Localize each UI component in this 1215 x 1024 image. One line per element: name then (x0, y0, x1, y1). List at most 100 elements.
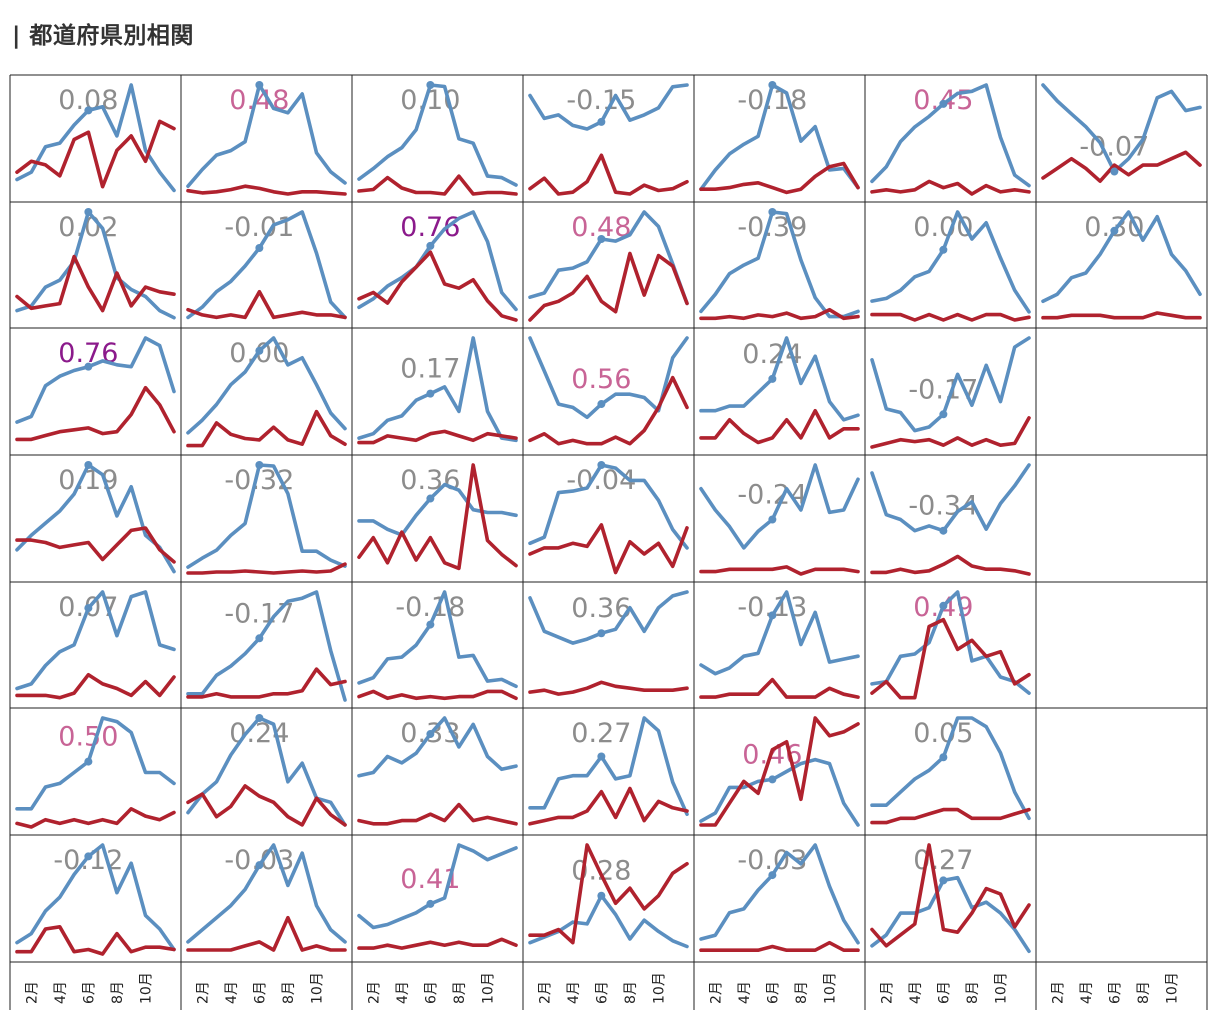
month-tick-label: 4月 (224, 981, 240, 1004)
month-tick-label: 4月 (737, 981, 753, 1004)
month-tick-label: 6月 (423, 981, 439, 1004)
month-tick-label: 4月 (908, 981, 924, 1004)
cell-r3-c6: -0.17 (870, 336, 1031, 449)
blue-point-marker (84, 461, 93, 469)
correlation-label: -0.18 (395, 592, 465, 623)
cell-r6-c3: 0.33 (357, 716, 518, 826)
correlation-label: 0.17 (400, 354, 460, 385)
cell-r1-c1: 0.08 (15, 83, 176, 193)
red-series-line (699, 307, 860, 321)
red-series-line (15, 254, 176, 313)
month-tick-label: 2月 (708, 981, 724, 1004)
cell-r6-c2: 0.24 (186, 714, 347, 827)
month-tick-label: 10月 (1164, 972, 1180, 1004)
cell-r5-c3: -0.18 (357, 590, 518, 701)
cell-r5-c2: -0.17 (186, 590, 347, 702)
red-series-line (15, 924, 176, 956)
blue-series-line (1041, 83, 1202, 174)
month-tick-label: 2月 (195, 981, 211, 1004)
cell-r3-c2: 0.00 (186, 336, 347, 448)
blue-point-marker (426, 81, 435, 89)
blue-series-line (357, 210, 518, 312)
month-tick-label: 10月 (993, 972, 1009, 1004)
blue-series-line (528, 716, 689, 817)
red-series-line (186, 915, 347, 952)
blue-point-marker (426, 494, 435, 503)
blue-series-line (15, 336, 176, 424)
cell-r2-c7: 0.30 (1041, 210, 1202, 320)
correlation-label: 0.76 (400, 212, 460, 243)
red-series-line (357, 802, 518, 826)
blue-series-line (699, 463, 860, 550)
cell-r1-c6: 0.45 (870, 83, 1031, 196)
month-tick-label: 2月 (537, 981, 553, 1004)
red-series-line (186, 184, 347, 196)
red-series-line (15, 385, 176, 442)
blue-point-marker (426, 899, 435, 908)
month-tick-label: 10月 (309, 972, 325, 1004)
cell-r4-c4: -0.04 (528, 461, 689, 575)
blue-series-line (870, 463, 1031, 533)
blue-series-line (699, 336, 860, 422)
month-tick-label: 10月 (822, 972, 838, 1004)
blue-series-line (699, 210, 860, 319)
month-tick-label: 10月 (138, 972, 154, 1004)
cell-r2-c1: 0.02 (15, 208, 176, 320)
red-series-line (15, 119, 176, 189)
blue-series-line (528, 83, 689, 131)
blue-point-marker (84, 852, 93, 861)
blue-point-marker (597, 461, 606, 469)
blue-point-marker (255, 346, 264, 355)
correlation-label: 0.27 (913, 845, 973, 876)
red-series-line (357, 463, 518, 571)
blue-series-line (870, 210, 1031, 314)
cell-r4-c5: -0.24 (699, 463, 860, 576)
blue-series-line (528, 210, 689, 306)
blue-point-marker (768, 775, 777, 784)
blue-point-marker (939, 410, 948, 419)
correlation-label: -0.17 (224, 598, 294, 629)
month-tick-label: 2月 (366, 981, 382, 1004)
month-tick-label: 8月 (110, 981, 126, 1004)
red-series-line (186, 667, 347, 699)
blue-point-marker (255, 244, 264, 252)
blue-point-marker (426, 730, 435, 739)
blue-series-line (15, 590, 176, 691)
red-series-line (1041, 311, 1202, 320)
red-series-line (870, 416, 1031, 449)
blue-point-marker (597, 891, 606, 900)
month-tick-label: 8月 (452, 981, 468, 1004)
correlation-label: 0.05 (913, 718, 973, 749)
month-tick-label: 6月 (936, 981, 952, 1004)
red-series-line (186, 409, 347, 448)
red-series-line (357, 429, 518, 445)
correlation-label: 0.27 (571, 718, 631, 749)
month-tick-label: 4月 (395, 981, 411, 1004)
red-series-line (186, 784, 347, 827)
correlation-label: 0.50 (58, 722, 118, 753)
blue-series-line (357, 482, 518, 537)
cell-r2-c4: 0.48 (528, 210, 689, 322)
month-tick-label: 2月 (24, 981, 40, 1004)
blue-point-marker (1110, 226, 1119, 235)
red-series-line (870, 312, 1031, 322)
red-series-line (357, 689, 518, 701)
blue-point-marker (939, 753, 948, 762)
cell-r1-c5: -0.18 (699, 81, 860, 195)
blue-series-line (870, 590, 1031, 695)
cell-r2-c6: 0.00 (870, 210, 1031, 322)
blue-point-marker (84, 604, 93, 613)
cell-r6-c1: 0.50 (15, 716, 176, 829)
blue-point-marker (426, 389, 435, 398)
red-series-line (870, 807, 1031, 825)
blue-series-line (357, 590, 518, 689)
red-series-line (15, 672, 176, 700)
cell-r4-c3: 0.36 (357, 463, 518, 571)
cell-r4-c6: -0.34 (870, 463, 1031, 576)
blue-point-marker (255, 634, 264, 643)
blue-series-line (699, 590, 860, 676)
cell-r7-c2: -0.03 (186, 843, 347, 952)
month-tick-label: 2月 (1050, 981, 1066, 1004)
blue-series-line (528, 463, 689, 550)
